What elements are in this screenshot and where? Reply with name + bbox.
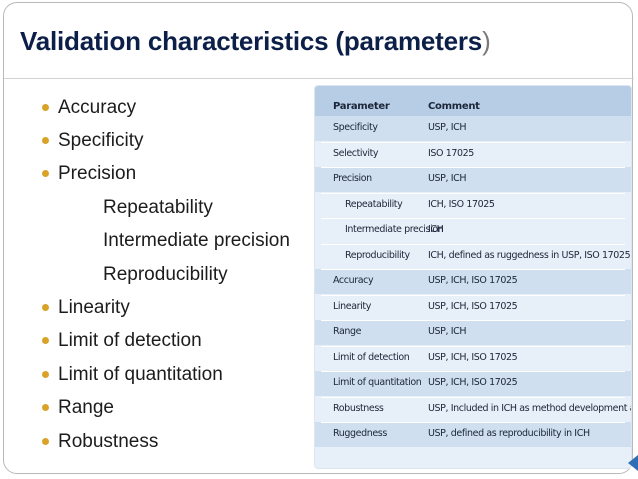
slide-title-close-paren: ) xyxy=(482,26,491,56)
cell-parameter: Specificity xyxy=(333,122,378,133)
cell-comment: ICH, defined as ruggedness in USP, ISO 1… xyxy=(428,249,631,261)
row-separator xyxy=(321,243,625,245)
table-row: Limit of detection USP, ICH, ISO 17025 xyxy=(315,346,631,371)
bullet-label: Reproducibility xyxy=(103,264,228,285)
bullet-dot-icon xyxy=(42,137,49,144)
bullet-label: Limit of quantitation xyxy=(58,364,223,385)
bullet-label: Robustness xyxy=(58,431,159,452)
bullet-label: Range xyxy=(58,397,114,418)
cell-comment: USP, Included in ICH as method developme… xyxy=(428,402,631,414)
table-row: Intermediate precision ICH xyxy=(315,218,631,243)
bullet-item: Precision xyxy=(42,163,137,185)
bullet-dot-icon xyxy=(42,404,49,411)
row-separator xyxy=(321,320,625,321)
cell-parameter: Repeatability xyxy=(345,198,403,210)
cell-comment: ICH, ISO 17025 xyxy=(428,198,495,210)
table-row: Robustness USP, Included in ICH as method… xyxy=(315,397,631,422)
bullet-item: Accuracy xyxy=(42,97,137,119)
bullet-label: Limit of detection xyxy=(58,330,202,351)
bullet-dot-icon xyxy=(42,304,49,311)
cell-parameter: Robustness xyxy=(333,402,384,414)
cell-parameter: Precision xyxy=(333,173,372,184)
table-row: Linearity USP, ICH, ISO 17025 xyxy=(315,295,631,320)
row-separator xyxy=(321,396,625,398)
header-parameter: Parameter xyxy=(333,101,390,112)
sub-bullet-item: Reproducibility xyxy=(103,264,228,286)
bullet-item: Range xyxy=(42,397,114,419)
cell-comment: USP, ICH, ISO 17025 xyxy=(428,377,518,388)
header-comment: Comment xyxy=(428,101,480,112)
cell-comment: ISO 17025 xyxy=(428,147,474,159)
row-separator xyxy=(321,269,625,270)
slide-title: Validation characteristics (parameters) xyxy=(20,26,491,57)
cell-comment: ICH xyxy=(428,224,444,235)
cell-comment: USP, ICH, ISO 17025 xyxy=(428,351,518,363)
cell-comment: USP, ICH xyxy=(428,122,467,133)
title-divider xyxy=(4,78,634,79)
table-row: Ruggedness USP, defined as reproducibilit… xyxy=(315,422,631,447)
bullet-item: Linearity xyxy=(42,297,130,319)
table-row: Accuracy USP, ICH, ISO 17025 xyxy=(315,269,631,294)
slide-frame xyxy=(3,2,633,474)
cell-comment: USP, ICH, ISO 17025 xyxy=(428,300,518,312)
bullet-item: Robustness xyxy=(42,431,159,453)
row-separator xyxy=(321,422,625,423)
bullet-dot-icon xyxy=(42,170,49,177)
cell-parameter: Range xyxy=(333,326,362,337)
row-separator xyxy=(321,192,625,194)
bullet-item: Limit of quantitation xyxy=(42,364,223,386)
row-separator xyxy=(321,345,625,347)
bullet-dot-icon xyxy=(42,438,49,445)
table-header: Parameter Comment xyxy=(315,86,631,116)
sub-bullet-item: Intermediate precision xyxy=(103,230,290,252)
bullet-label: Repeatability xyxy=(103,197,213,218)
bullet-label: Specificity xyxy=(58,130,144,151)
table-row: Precision USP, ICH xyxy=(315,167,631,192)
row-separator xyxy=(321,294,625,296)
cell-parameter: Ruggedness xyxy=(333,428,387,439)
table-row: Specificity USP, ICH xyxy=(315,116,631,141)
bullet-item: Limit of detection xyxy=(42,330,202,352)
cell-comment: USP, defined as reproducibility in ICH xyxy=(428,428,590,439)
table-row: Reproducibility ICH, defined as ruggednes… xyxy=(315,244,631,269)
cell-parameter: Limit of quantitation xyxy=(333,377,422,388)
table-row: Range USP, ICH xyxy=(315,320,631,345)
bullet-label: Intermediate precision xyxy=(103,230,290,251)
cell-comment: USP, ICH, ISO 17025 xyxy=(428,275,518,286)
table-row: Selectivity ISO 17025 xyxy=(315,142,631,167)
bullet-dot-icon xyxy=(42,371,49,378)
bullet-dot-icon xyxy=(42,104,49,111)
row-separator xyxy=(321,167,625,168)
nav-arrow-icon xyxy=(628,455,638,471)
cell-parameter: Accuracy xyxy=(333,275,374,286)
bullet-label: Precision xyxy=(58,163,137,184)
sub-bullet-item: Repeatability xyxy=(103,197,213,219)
bullet-label: Accuracy xyxy=(58,97,137,118)
cell-parameter: Limit of detection xyxy=(333,351,410,363)
bullet-label: Linearity xyxy=(58,297,130,318)
row-separator xyxy=(321,218,625,219)
bullet-dot-icon xyxy=(42,337,49,344)
parameters-table: Parameter Comment Specificity USP, ICH Sel… xyxy=(315,86,631,468)
table-row: Repeatability ICH, ISO 17025 xyxy=(315,193,631,218)
cell-comment: USP, ICH xyxy=(428,173,467,184)
cell-comment: USP, ICH xyxy=(428,326,467,337)
row-separator xyxy=(321,371,625,372)
row-separator xyxy=(321,141,625,143)
cell-parameter: Selectivity xyxy=(333,147,379,159)
cell-parameter: Reproducibility xyxy=(345,249,410,261)
cell-parameter: Linearity xyxy=(333,300,371,312)
cell-parameter: Intermediate precision xyxy=(345,224,444,235)
table-row: Limit of quantitation USP, ICH, ISO 17025 xyxy=(315,371,631,396)
slide-title-text: Validation characteristics (parameters xyxy=(20,26,483,56)
bullet-item: Specificity xyxy=(42,130,144,152)
